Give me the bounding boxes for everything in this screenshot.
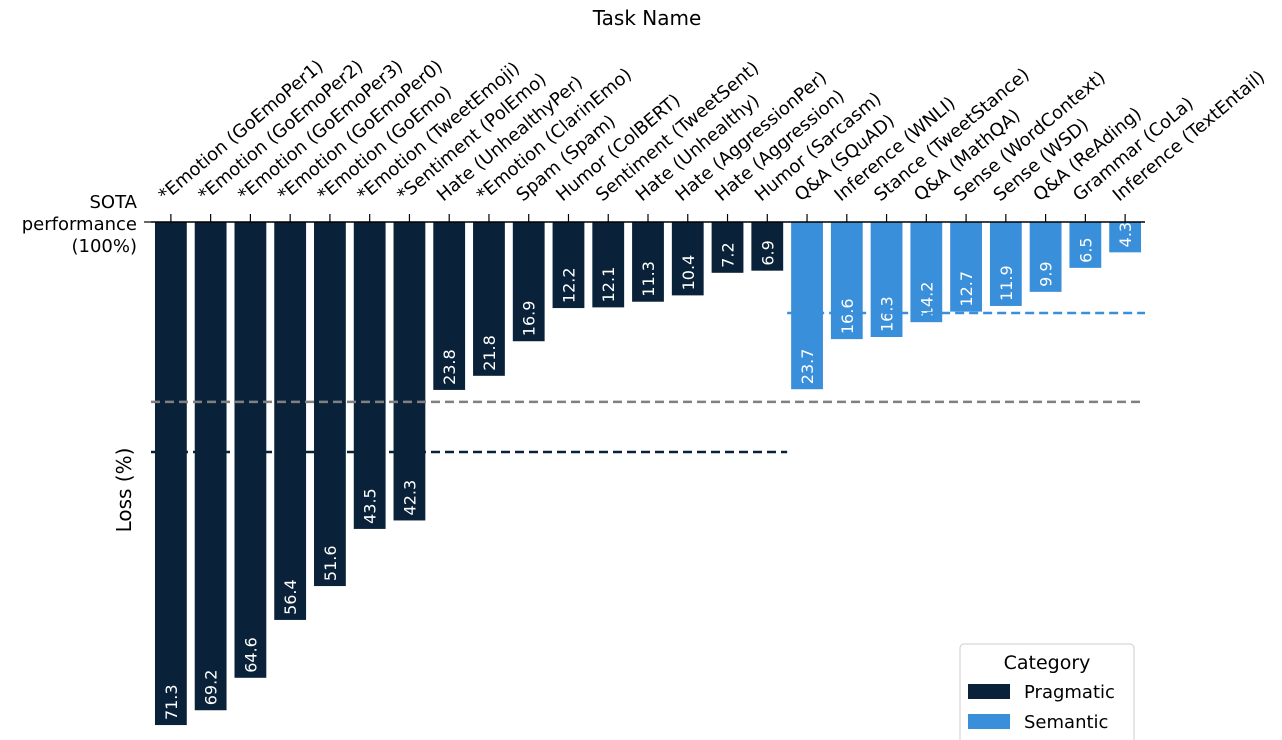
bar: [1109, 222, 1142, 253]
bar: [950, 222, 982, 312]
chart-title: Task Name: [592, 6, 702, 30]
value-label: 16.9: [520, 301, 539, 337]
bar: [353, 222, 386, 529]
legend-label: Pragmatic: [1024, 682, 1115, 703]
value-label: 14.2: [917, 282, 936, 318]
bar: [1029, 222, 1062, 292]
value-label: 9.9: [1037, 261, 1056, 286]
value-label: 23.7: [798, 349, 817, 385]
value-label: 7.2: [719, 242, 738, 267]
bar: [154, 222, 187, 726]
bar: [393, 222, 426, 521]
value-label: 12.2: [559, 267, 578, 303]
legend: Category Pragmatic Semantic: [959, 643, 1135, 740]
value-label: 16.6: [838, 298, 857, 334]
bar: [791, 222, 823, 390]
bar: [473, 222, 505, 376]
bar: [870, 222, 903, 338]
bar: [751, 222, 784, 271]
y-tick-label: SOTA performance (100%): [21, 192, 137, 257]
legend-label: Semantic: [1024, 712, 1108, 733]
bar: [552, 222, 585, 309]
bar: [512, 222, 545, 342]
bar: [632, 222, 664, 302]
value-label: 6.5: [1076, 237, 1095, 262]
bar: [671, 222, 704, 296]
value-label: 71.3: [162, 684, 181, 720]
bar: [234, 222, 267, 678]
value-label: 6.9: [758, 240, 777, 265]
value-label: 11.3: [639, 261, 658, 297]
bar: [314, 222, 346, 587]
bar: [433, 222, 466, 390]
y-axis-label: Loss (%): [112, 448, 136, 533]
bar: [910, 222, 943, 323]
value-label: 23.8: [440, 349, 459, 385]
bar: [592, 222, 625, 308]
value-label: 12.7: [957, 271, 976, 307]
value-label: 12.1: [599, 267, 618, 303]
legend-swatch: [968, 714, 1010, 729]
value-label: 4.3: [1116, 222, 1135, 247]
value-label: 51.6: [321, 545, 340, 581]
value-label: 10.4: [679, 255, 698, 291]
legend-swatch: [968, 684, 1010, 699]
value-label: 64.6: [241, 637, 260, 673]
value-label: 21.8: [480, 335, 499, 371]
bar: [194, 222, 227, 711]
value-label: 43.5: [361, 488, 380, 524]
bar: [989, 222, 1022, 306]
value-label: 11.9: [997, 265, 1016, 301]
bar: [830, 222, 863, 340]
legend-title: Category: [1004, 652, 1091, 674]
value-label: 42.3: [400, 480, 419, 516]
value-label: 56.4: [281, 579, 300, 615]
bar: [1069, 222, 1102, 268]
bar: [711, 222, 744, 273]
bar: [274, 222, 307, 620]
value-label: 69.2: [202, 670, 221, 706]
